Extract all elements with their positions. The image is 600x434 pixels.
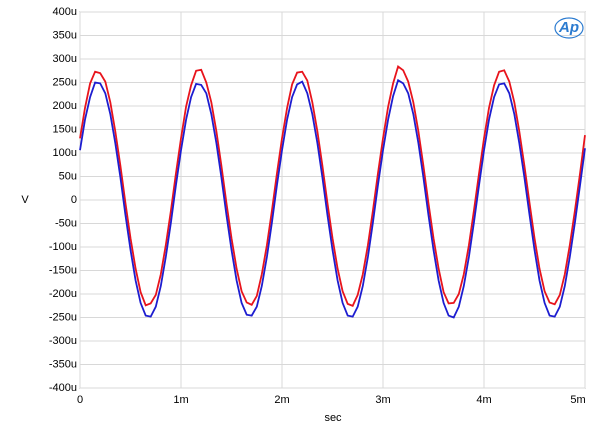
x-tick-label: 4m — [476, 394, 491, 406]
y-tick-label: 300u — [53, 53, 77, 65]
x-tick-label: 0 — [77, 394, 83, 406]
y-tick-label: -100u — [49, 241, 77, 253]
y-tick-label: 200u — [53, 100, 77, 112]
y-tick-label: -350u — [49, 358, 77, 370]
y-tick-label: 100u — [53, 147, 77, 159]
y-axis-label: V — [21, 194, 29, 206]
x-tick-label: 5m — [570, 394, 585, 406]
x-tick-label: 2m — [274, 394, 289, 406]
series-line — [79, 78, 586, 319]
x-tick-label: 3m — [375, 394, 390, 406]
y-tick-label: 400u — [53, 6, 77, 18]
y-tick-label: -150u — [49, 264, 77, 276]
x-axis-label: sec — [324, 412, 342, 424]
y-tick-label: 0 — [71, 194, 77, 206]
y-tick-label: 50u — [59, 170, 77, 182]
series-line — [79, 65, 586, 307]
y-tick-label: 250u — [53, 76, 77, 88]
y-tick-label: -400u — [49, 382, 77, 394]
y-tick-label: -300u — [49, 335, 77, 347]
y-tick-label: -50u — [55, 217, 77, 229]
y-tick-label: 150u — [53, 123, 77, 135]
x-tick-label: 1m — [173, 394, 188, 406]
y-tick-label: -200u — [49, 288, 77, 300]
y-tick-label: -250u — [49, 311, 77, 323]
logo-ring — [554, 17, 584, 39]
y-tick-label: 350u — [53, 29, 77, 41]
logo: Ap — [558, 19, 579, 36]
